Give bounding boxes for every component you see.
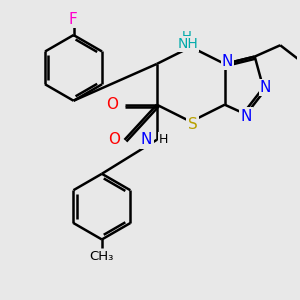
- Text: N: N: [222, 54, 233, 69]
- Text: H: H: [159, 133, 168, 146]
- Text: O: O: [106, 97, 118, 112]
- Text: N: N: [240, 109, 251, 124]
- Text: O: O: [108, 132, 120, 147]
- Text: N: N: [260, 80, 271, 95]
- Text: F: F: [69, 12, 77, 27]
- Text: S: S: [188, 117, 197, 132]
- Text: CH₃: CH₃: [90, 250, 114, 263]
- Text: NH: NH: [178, 37, 198, 51]
- Text: H: H: [181, 30, 191, 43]
- Text: N: N: [141, 132, 152, 147]
